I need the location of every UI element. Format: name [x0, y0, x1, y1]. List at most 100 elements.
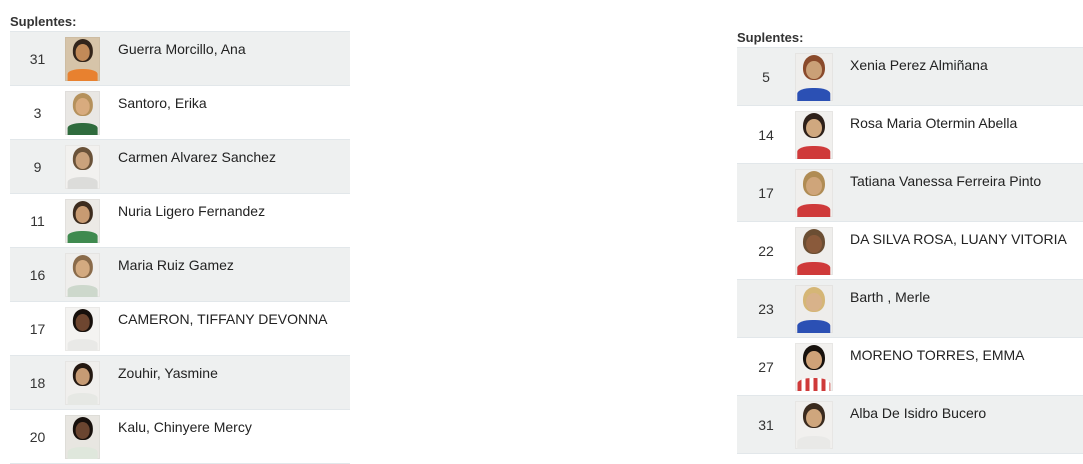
player-row: 31 Guerra Morcillo, Ana — [10, 32, 350, 86]
player-name: Kalu, Chinyere Mercy — [118, 419, 252, 435]
away-substitutes-list: 5 Xenia Perez Almiñana 14 Rosa Maria Otermi… — [737, 47, 1083, 454]
player-photo-cell — [795, 396, 850, 453]
player-name: Zouhir, Yasmine — [118, 365, 218, 381]
player-photo-cell — [65, 32, 118, 85]
avatar-jersey-shape — [797, 320, 831, 333]
player-row: 23 Barth , Merle — [737, 280, 1083, 338]
avatar-jersey-shape — [797, 436, 831, 449]
player-photo — [65, 144, 100, 189]
player-number: 9 — [33, 158, 42, 175]
player-photo — [65, 198, 100, 243]
player-name: Carmen Alvarez Sanchez — [118, 149, 276, 165]
player-name: Xenia Perez Almiñana — [850, 57, 988, 73]
player-number: 22 — [758, 242, 774, 259]
player-row: 16 Maria Ruiz Gamez — [10, 248, 350, 302]
away-substitutes-title: Suplentes: — [737, 30, 804, 45]
player-photo-cell — [65, 248, 118, 301]
player-row: 31 Alba De Isidro Bucero — [737, 396, 1083, 454]
avatar-jersey-shape — [67, 69, 98, 81]
avatar-face-shape — [75, 421, 90, 439]
avatar-face-shape — [75, 313, 90, 331]
avatar-face-shape — [806, 176, 822, 195]
player-photo — [65, 360, 100, 405]
match-substitutes-page: Suplentes: 31 Guerra Morcillo, Ana 3 Santor… — [10, 14, 1083, 464]
player-photo — [795, 226, 833, 275]
avatar-face-shape — [75, 97, 90, 115]
player-photo-cell — [795, 338, 850, 395]
player-photo-cell — [65, 194, 118, 247]
player-number: 17 — [758, 184, 774, 201]
away-substitutes-section: Suplentes: 5 Xenia Perez Almiñana 14 Rosa M… — [737, 30, 1083, 454]
player-name: Santoro, Erika — [118, 95, 207, 111]
avatar-face-shape — [806, 292, 822, 311]
player-name: Maria Ruiz Gamez — [118, 257, 234, 273]
player-row: 17 Tatiana Vanessa Ferreira Pinto — [737, 164, 1083, 222]
player-row: 17 CAMERON, TIFFANY DEVONNA — [10, 302, 350, 356]
avatar-face-shape — [806, 60, 822, 79]
player-row: 9 Carmen Alvarez Sanchez — [10, 140, 350, 194]
player-photo-cell — [795, 48, 850, 105]
avatar-jersey-shape — [797, 204, 831, 217]
player-photo-cell — [795, 106, 850, 163]
player-number: 23 — [758, 300, 774, 317]
player-photo-cell — [795, 164, 850, 221]
player-number: 3 — [33, 104, 42, 121]
player-row: 20 Kalu, Chinyere Mercy — [10, 410, 350, 464]
player-number: 17 — [29, 320, 46, 337]
avatar-jersey-shape — [797, 146, 831, 159]
home-substitutes-title: Suplentes: — [10, 14, 77, 29]
player-row: 5 Xenia Perez Almiñana — [737, 48, 1083, 106]
player-number: 31 — [29, 50, 46, 67]
player-photo-cell — [795, 222, 850, 279]
avatar-face-shape — [806, 408, 822, 427]
player-row: 18 Zouhir, Yasmine — [10, 356, 350, 410]
avatar-jersey-shape — [67, 339, 98, 351]
player-photo — [795, 342, 833, 391]
avatar-jersey-shape — [797, 88, 831, 101]
player-number: 14 — [758, 126, 774, 143]
avatar-face-shape — [806, 234, 822, 253]
avatar-face-shape — [75, 259, 90, 277]
avatar-jersey-shape — [797, 262, 831, 275]
avatar-face-shape — [75, 151, 90, 169]
avatar-jersey-shape — [67, 285, 98, 297]
home-substitutes-list: 31 Guerra Morcillo, Ana 3 Santoro, Erika 9 Ca… — [10, 31, 350, 464]
player-photo-cell — [65, 356, 118, 409]
player-number: 5 — [762, 68, 770, 85]
player-row: 11 Nuria Ligero Fernandez — [10, 194, 350, 248]
player-photo-cell — [795, 280, 850, 337]
player-name: MORENO TORRES, EMMA — [850, 347, 1025, 363]
player-name: Alba De Isidro Bucero — [850, 405, 987, 421]
player-row: 14 Rosa Maria Otermin Abella — [737, 106, 1083, 164]
player-photo-cell — [65, 302, 118, 355]
player-number: 11 — [30, 212, 45, 229]
avatar-jersey-shape — [67, 177, 98, 189]
player-number: 31 — [758, 416, 774, 433]
player-photo-cell — [65, 140, 118, 193]
home-substitutes-section: Suplentes: 31 Guerra Morcillo, Ana 3 Santor… — [10, 14, 350, 464]
player-name: DA SILVA ROSA, LUANY VITORIA — [850, 231, 1067, 247]
player-photo — [65, 90, 100, 135]
player-photo — [65, 414, 100, 459]
player-row: 22 DA SILVA ROSA, LUANY VITORIA — [737, 222, 1083, 280]
player-name: Guerra Morcillo, Ana — [118, 41, 246, 57]
avatar-jersey-shape — [67, 393, 98, 405]
player-number: 18 — [29, 374, 46, 391]
avatar-face-shape — [806, 350, 822, 369]
player-photo — [65, 36, 100, 81]
avatar-jersey-shape — [797, 378, 831, 391]
player-name: Rosa Maria Otermin Abella — [850, 115, 1018, 131]
player-photo — [795, 400, 833, 449]
avatar-face-shape — [75, 205, 90, 223]
player-row: 3 Santoro, Erika — [10, 86, 350, 140]
avatar-jersey-shape — [67, 123, 98, 135]
avatar-face-shape — [75, 43, 90, 61]
player-row: 27 MORENO TORRES, EMMA — [737, 338, 1083, 396]
player-name: Nuria Ligero Fernandez — [118, 203, 266, 219]
player-photo — [795, 110, 833, 159]
player-photo — [795, 52, 833, 101]
player-name: Tatiana Vanessa Ferreira Pinto — [850, 173, 1042, 189]
player-number: 16 — [29, 266, 46, 283]
player-photo — [795, 284, 833, 333]
avatar-face-shape — [75, 367, 90, 385]
